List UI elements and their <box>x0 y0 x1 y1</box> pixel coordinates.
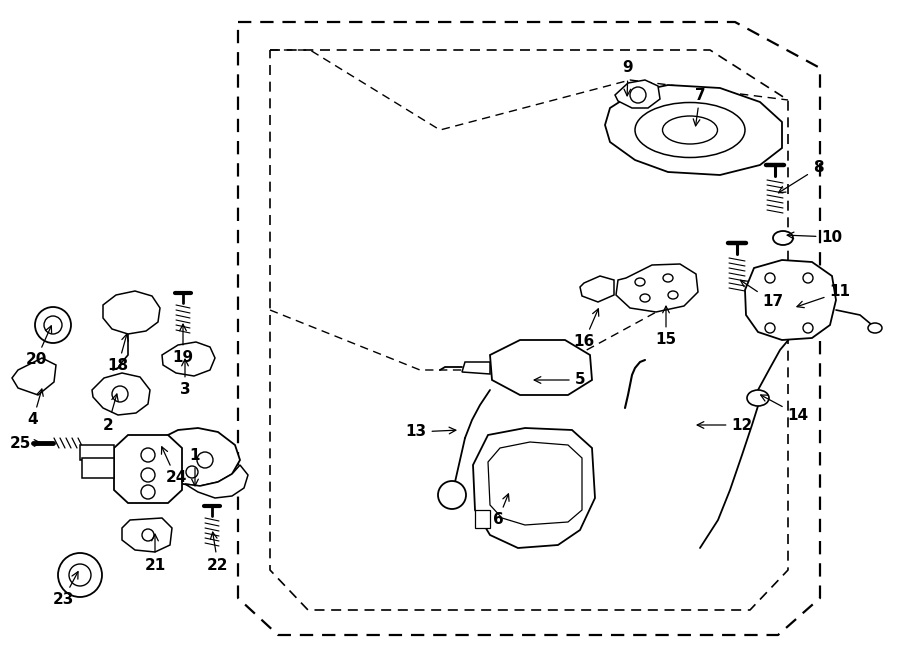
Ellipse shape <box>635 278 645 286</box>
Polygon shape <box>473 428 595 548</box>
Circle shape <box>69 564 91 586</box>
Text: 23: 23 <box>52 572 78 607</box>
Polygon shape <box>185 465 248 498</box>
Polygon shape <box>148 428 240 486</box>
Text: 18: 18 <box>107 334 129 373</box>
Polygon shape <box>490 340 592 395</box>
Polygon shape <box>162 342 215 376</box>
Polygon shape <box>80 445 114 460</box>
Circle shape <box>765 273 775 283</box>
Text: 12: 12 <box>698 418 752 432</box>
Text: 9: 9 <box>623 61 634 96</box>
Circle shape <box>438 481 466 509</box>
Text: 19: 19 <box>173 324 194 366</box>
Polygon shape <box>12 358 56 395</box>
Circle shape <box>186 466 198 478</box>
Text: 16: 16 <box>573 309 598 350</box>
Ellipse shape <box>635 102 745 157</box>
Polygon shape <box>605 85 782 175</box>
Text: 22: 22 <box>207 532 229 572</box>
Text: 2: 2 <box>103 394 118 432</box>
Polygon shape <box>103 291 160 334</box>
Polygon shape <box>580 276 614 302</box>
Text: 10: 10 <box>788 229 842 245</box>
Polygon shape <box>82 458 114 478</box>
Polygon shape <box>475 510 490 528</box>
Text: 5: 5 <box>535 373 585 387</box>
Ellipse shape <box>640 294 650 302</box>
Text: 21: 21 <box>144 534 166 572</box>
Circle shape <box>765 323 775 333</box>
Text: 15: 15 <box>655 306 677 348</box>
Text: 11: 11 <box>797 284 850 307</box>
Text: 20: 20 <box>25 326 51 368</box>
Polygon shape <box>745 260 836 340</box>
Ellipse shape <box>868 323 882 333</box>
Polygon shape <box>616 264 698 312</box>
Circle shape <box>35 307 71 343</box>
Text: 4: 4 <box>28 389 43 428</box>
Text: 25: 25 <box>9 436 40 451</box>
Text: 14: 14 <box>760 395 808 422</box>
Text: 6: 6 <box>492 494 509 527</box>
Text: 1: 1 <box>190 447 200 486</box>
Circle shape <box>58 553 102 597</box>
Text: 24: 24 <box>161 447 186 485</box>
Circle shape <box>630 87 646 103</box>
Ellipse shape <box>773 231 793 245</box>
Ellipse shape <box>747 390 769 406</box>
Circle shape <box>142 529 154 541</box>
Text: 13: 13 <box>405 424 455 440</box>
Circle shape <box>803 273 813 283</box>
Ellipse shape <box>663 274 673 282</box>
Text: 7: 7 <box>693 87 706 126</box>
Circle shape <box>141 485 155 499</box>
Text: 3: 3 <box>180 359 190 397</box>
Polygon shape <box>615 80 660 108</box>
Circle shape <box>141 448 155 462</box>
Circle shape <box>803 323 813 333</box>
Circle shape <box>197 452 213 468</box>
Polygon shape <box>488 442 582 525</box>
Circle shape <box>44 316 62 334</box>
Text: 8: 8 <box>778 161 824 193</box>
Polygon shape <box>122 518 172 552</box>
Polygon shape <box>114 435 182 503</box>
Circle shape <box>112 386 128 402</box>
Polygon shape <box>462 362 490 374</box>
Ellipse shape <box>668 291 678 299</box>
Text: 17: 17 <box>741 280 784 309</box>
Circle shape <box>141 468 155 482</box>
Ellipse shape <box>662 116 717 144</box>
Polygon shape <box>92 373 150 415</box>
